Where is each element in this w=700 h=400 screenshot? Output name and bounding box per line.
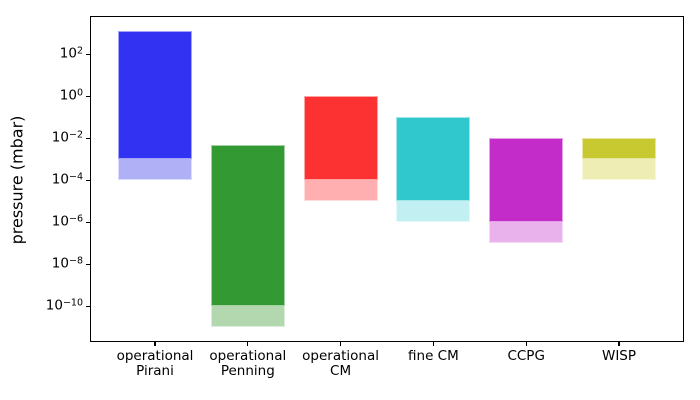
x-tick-label-line: Penning bbox=[220, 363, 275, 379]
y-tick-mark bbox=[86, 53, 90, 55]
x-tick-mark bbox=[525, 342, 527, 346]
bar-operational-cm-operational-range bbox=[303, 96, 378, 181]
y-tick-exponent: −2 bbox=[68, 129, 83, 141]
y-tick-exponent: 2 bbox=[76, 45, 83, 57]
y-tick-exponent: −4 bbox=[68, 171, 83, 183]
x-tick-mark bbox=[618, 342, 620, 346]
y-tick-label: 10−8 bbox=[51, 255, 83, 272]
x-tick-mark bbox=[339, 342, 342, 346]
x-tick-label-fine-cm: fine CM bbox=[408, 349, 459, 364]
y-tick-exponent: −6 bbox=[68, 213, 83, 225]
x-tick-mark bbox=[247, 342, 249, 346]
x-tick-label-wisp: WISP bbox=[602, 349, 636, 364]
y-tick-label: 102 bbox=[59, 45, 83, 62]
y-tick-label: 10−10 bbox=[45, 297, 83, 314]
y-tick-mark bbox=[86, 305, 90, 307]
bar-ccpg-operational-range bbox=[489, 138, 564, 223]
x-tick-mark bbox=[154, 342, 156, 346]
y-tick-mark bbox=[86, 263, 90, 265]
y-tick-exponent: −10 bbox=[62, 297, 83, 309]
y-tick-mark bbox=[86, 137, 90, 139]
y-axis-label: pressure (mbar) bbox=[7, 115, 27, 245]
x-tick-label-ccpg: CCPG bbox=[507, 349, 544, 364]
x-tick-label-line: CCPG bbox=[507, 348, 545, 364]
y-tick-mark bbox=[86, 179, 90, 181]
y-tick-label: 100 bbox=[59, 87, 83, 104]
x-tick-label-line: fine CM bbox=[408, 348, 459, 364]
x-tick-label-line: CM bbox=[330, 363, 352, 379]
x-tick-label-line: operational bbox=[116, 348, 194, 364]
bar-operational-penning-operational-range bbox=[210, 144, 285, 307]
x-tick-label-operational-penning: operational Penning bbox=[209, 349, 286, 379]
x-tick-label-line: Pirani bbox=[136, 363, 174, 379]
x-tick-label-line: operational bbox=[209, 348, 287, 364]
y-tick-mark bbox=[86, 95, 90, 97]
y-tick-mark bbox=[86, 221, 90, 223]
x-tick-label-operational-cm: operational CM bbox=[302, 349, 379, 379]
y-tick-label: 10−2 bbox=[51, 129, 83, 146]
y-tick-label: 10−6 bbox=[51, 213, 83, 230]
bar-operational-pirani-operational-range bbox=[118, 30, 192, 160]
x-tick-label-operational-pirani: operational Pirani bbox=[117, 349, 194, 379]
y-tick-exponent: −8 bbox=[68, 255, 83, 267]
bar-fine-cm-operational-range bbox=[396, 117, 471, 202]
x-tick-label-line: WISP bbox=[601, 348, 637, 364]
y-tick-label: 10−4 bbox=[51, 171, 83, 188]
y-tick-exponent: 0 bbox=[76, 87, 83, 99]
x-tick-mark bbox=[432, 342, 435, 346]
bar-wisp-operational-range bbox=[582, 138, 656, 160]
x-tick-label-line: operational bbox=[302, 348, 380, 364]
